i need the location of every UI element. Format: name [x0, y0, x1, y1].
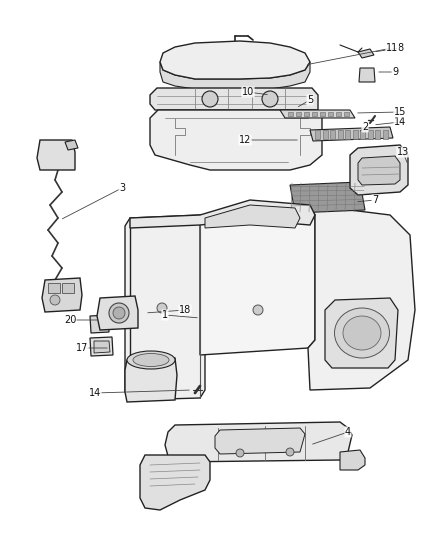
Polygon shape	[150, 88, 318, 110]
Ellipse shape	[335, 308, 389, 358]
Text: 10: 10	[242, 87, 254, 97]
Polygon shape	[340, 450, 365, 470]
Polygon shape	[200, 205, 315, 355]
Bar	[288, 112, 293, 116]
Text: 5: 5	[307, 95, 313, 105]
Polygon shape	[160, 62, 310, 90]
Polygon shape	[358, 49, 374, 58]
Polygon shape	[325, 298, 398, 368]
Polygon shape	[359, 68, 375, 82]
Text: 1: 1	[162, 310, 168, 320]
Polygon shape	[290, 182, 365, 213]
Bar	[304, 112, 309, 116]
Polygon shape	[160, 41, 310, 79]
Polygon shape	[205, 205, 300, 228]
Text: 17: 17	[76, 343, 88, 353]
Polygon shape	[150, 110, 322, 170]
Circle shape	[113, 307, 125, 319]
Text: 9: 9	[392, 67, 398, 77]
Circle shape	[262, 91, 278, 107]
Bar	[330, 130, 335, 139]
Text: 11: 11	[386, 43, 398, 53]
Circle shape	[109, 303, 129, 323]
Text: 3: 3	[119, 183, 125, 193]
Polygon shape	[42, 278, 82, 312]
Circle shape	[236, 449, 244, 457]
Bar	[315, 130, 320, 139]
Bar	[353, 130, 357, 139]
Polygon shape	[125, 215, 205, 400]
Ellipse shape	[133, 353, 169, 367]
Ellipse shape	[343, 316, 381, 350]
Polygon shape	[350, 145, 408, 195]
Polygon shape	[37, 140, 75, 170]
Bar	[320, 112, 325, 116]
Circle shape	[286, 448, 294, 456]
Bar	[338, 130, 343, 139]
Text: 12: 12	[239, 135, 251, 145]
Polygon shape	[65, 140, 78, 150]
Text: 18: 18	[179, 305, 191, 315]
Polygon shape	[280, 110, 355, 118]
Text: 15: 15	[394, 107, 406, 117]
Polygon shape	[94, 341, 110, 353]
Text: 2: 2	[362, 122, 368, 132]
Bar	[62, 283, 74, 293]
Polygon shape	[90, 315, 109, 333]
Polygon shape	[308, 205, 415, 390]
Text: 7: 7	[372, 195, 378, 205]
Text: 20: 20	[64, 315, 76, 325]
Polygon shape	[215, 428, 305, 454]
Circle shape	[50, 295, 60, 305]
Bar	[336, 112, 341, 116]
Bar	[344, 112, 349, 116]
Polygon shape	[140, 455, 210, 510]
Bar	[360, 130, 365, 139]
Polygon shape	[125, 358, 177, 402]
Polygon shape	[165, 422, 352, 462]
Text: 8: 8	[397, 43, 403, 53]
Circle shape	[202, 91, 218, 107]
Bar	[345, 130, 350, 139]
Text: 14: 14	[89, 388, 101, 398]
Polygon shape	[358, 156, 400, 185]
Bar	[322, 130, 328, 139]
Bar	[312, 112, 317, 116]
Text: 13: 13	[397, 147, 409, 157]
Text: 4: 4	[345, 427, 351, 437]
Bar	[296, 112, 301, 116]
Bar	[48, 283, 60, 293]
Ellipse shape	[127, 351, 175, 369]
Bar	[328, 112, 333, 116]
Text: 14: 14	[394, 117, 406, 127]
Circle shape	[253, 305, 263, 315]
Bar	[367, 130, 372, 139]
Polygon shape	[97, 296, 138, 330]
Polygon shape	[130, 200, 315, 228]
Circle shape	[157, 303, 167, 313]
Bar	[382, 130, 388, 139]
Polygon shape	[310, 127, 393, 141]
Polygon shape	[90, 337, 113, 356]
Bar	[375, 130, 380, 139]
